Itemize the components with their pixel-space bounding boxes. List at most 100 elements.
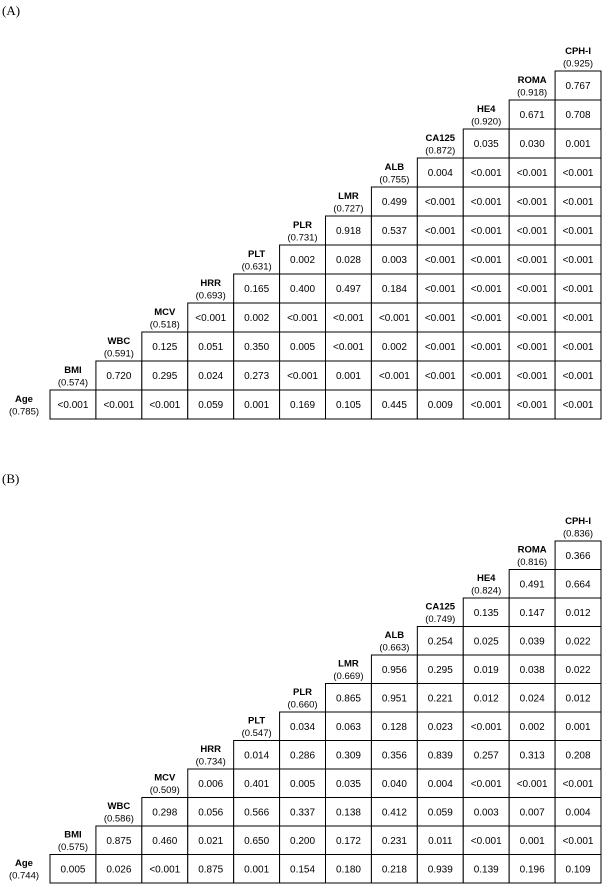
cell-value: <0.001	[103, 400, 134, 411]
cell	[508, 99, 556, 130]
variable-name: Age	[15, 394, 33, 405]
variable-auc: (0.727)	[333, 203, 363, 214]
cell-value: <0.001	[287, 371, 318, 382]
cell-value: <0.001	[471, 284, 502, 295]
cell-value: <0.001	[563, 284, 594, 295]
cell-value: 0.537	[382, 226, 407, 237]
cell	[462, 389, 510, 420]
cell-value: <0.001	[471, 836, 502, 847]
cell-value: <0.001	[471, 313, 502, 324]
cell-value: 0.295	[428, 665, 453, 676]
variable-auc: (0.586)	[104, 813, 134, 824]
cell-value: 0.138	[336, 807, 361, 818]
cell	[370, 302, 418, 333]
cell-value: 0.445	[382, 400, 407, 411]
cell-value: 0.059	[428, 807, 453, 818]
cell-value: <0.001	[471, 779, 502, 790]
variable-name: HRR	[200, 744, 221, 755]
cell-value: 0.720	[106, 371, 131, 382]
cell-value: 0.001	[244, 864, 269, 875]
cell	[416, 711, 464, 741]
cell-value: <0.001	[517, 255, 548, 266]
cell-value: 0.664	[566, 579, 591, 590]
cell	[508, 740, 556, 770]
cell-value: 0.004	[428, 168, 453, 179]
variable-auc: (0.693)	[196, 290, 226, 301]
cell-value: <0.001	[563, 168, 594, 179]
cell-value: <0.001	[149, 864, 180, 875]
cell	[187, 302, 235, 333]
cell-value: <0.001	[425, 255, 456, 266]
cell	[49, 854, 97, 884]
cell	[554, 389, 602, 420]
cell	[279, 302, 327, 333]
cell	[554, 244, 602, 275]
cell-value: 0.491	[520, 579, 545, 590]
cell	[370, 797, 418, 827]
cell	[416, 273, 464, 304]
cell	[554, 825, 602, 855]
cell-value: 0.865	[336, 693, 361, 704]
cell-value: 0.671	[520, 110, 545, 121]
cell	[554, 597, 602, 627]
variable-name: WBC	[108, 801, 131, 812]
cell-value: <0.001	[563, 197, 594, 208]
cell	[554, 683, 602, 713]
cell-value: 0.566	[244, 807, 269, 818]
variable-auc: (0.574)	[58, 377, 88, 388]
variable-auc: (0.836)	[563, 528, 593, 539]
cell	[325, 331, 372, 362]
cell-value: 0.200	[290, 836, 315, 847]
cell	[370, 825, 418, 855]
cell	[554, 654, 602, 684]
cell-value: <0.001	[563, 371, 594, 382]
cell-value: 0.257	[474, 750, 499, 761]
cell-value: <0.001	[425, 313, 456, 324]
cell	[462, 683, 510, 713]
cell-value: <0.001	[471, 342, 502, 353]
cell-value: 0.939	[428, 864, 453, 875]
cell	[95, 389, 143, 420]
cell-value: <0.001	[563, 313, 594, 324]
variable-name: ROMA	[518, 545, 547, 556]
cell-value: 0.180	[336, 864, 361, 875]
cell	[416, 626, 464, 656]
cell-value: 0.169	[290, 400, 315, 411]
cell-value: 0.028	[336, 255, 361, 266]
cell	[325, 711, 372, 741]
panel-label: (B)	[2, 471, 19, 486]
variable-name: HE4	[477, 573, 496, 584]
cell-value: 0.039	[520, 636, 545, 647]
cell-value: 0.400	[290, 284, 315, 295]
variable-auc: (0.925)	[563, 58, 593, 69]
cell-value: 0.839	[428, 750, 453, 761]
cell-value: 0.063	[336, 722, 361, 733]
cell-value: <0.001	[471, 371, 502, 382]
variable-name: CA125	[426, 133, 456, 144]
variable-auc: (0.785)	[9, 406, 39, 417]
cell-value: 0.366	[566, 551, 591, 562]
cell-value: 0.026	[106, 864, 131, 875]
cell	[462, 768, 510, 798]
cell	[508, 302, 556, 333]
cell-value: <0.001	[563, 836, 594, 847]
cell-value: <0.001	[517, 168, 548, 179]
cell-value: <0.001	[517, 779, 548, 790]
cell-value: 0.286	[290, 750, 315, 761]
cell-value: 0.021	[198, 836, 223, 847]
cell-value: 0.056	[198, 807, 223, 818]
cell	[279, 797, 327, 827]
cell-value: <0.001	[425, 284, 456, 295]
cell-value: 0.356	[382, 750, 407, 761]
cell-value: 0.001	[244, 400, 269, 411]
cell	[233, 302, 281, 333]
cell-value: 0.030	[520, 139, 545, 150]
cell-value: 0.035	[336, 779, 361, 790]
cell-value: 0.012	[566, 693, 591, 704]
cell	[462, 273, 510, 304]
cell	[462, 626, 510, 656]
variable-name: MCV	[154, 307, 176, 318]
cell	[554, 768, 602, 798]
cell-value: <0.001	[563, 255, 594, 266]
cell-value: <0.001	[425, 226, 456, 237]
